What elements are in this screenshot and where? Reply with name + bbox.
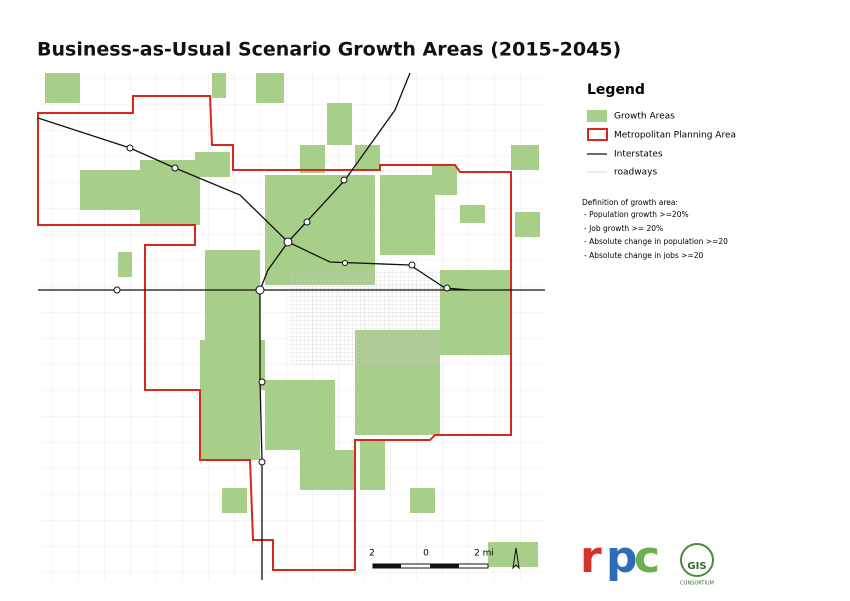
map-shape xyxy=(300,450,355,490)
map-shape xyxy=(395,355,435,435)
scale-bar: 2 0 2 mi xyxy=(369,549,494,569)
map-shape xyxy=(300,145,325,173)
map-shape xyxy=(259,241,289,580)
definition-item: - Job growth >= 20% xyxy=(584,224,663,233)
map-shape xyxy=(340,176,348,184)
north-arrow xyxy=(512,547,520,570)
definition-heading: Definition of growth area: xyxy=(582,198,678,207)
logo-letter: c xyxy=(634,532,660,583)
map-shape xyxy=(443,284,451,292)
definition-item: - Population growth >=20% xyxy=(584,210,689,219)
map-shape xyxy=(258,378,266,386)
map-shape xyxy=(408,261,416,269)
map-shape xyxy=(265,175,375,285)
map-shape xyxy=(373,564,401,568)
map-shape xyxy=(171,164,179,172)
map-shape xyxy=(256,73,284,103)
gis-logo-text: GIS xyxy=(687,561,706,572)
legend-swatch xyxy=(587,110,607,122)
scale-label: 2 xyxy=(369,549,375,559)
map-shape xyxy=(258,458,266,466)
legend: Legend Growth Areas Metropolitan Plannin… xyxy=(582,82,736,260)
scale-label: 2 mi xyxy=(474,549,494,559)
map-shape xyxy=(195,152,230,177)
logo-letter: p xyxy=(606,532,638,583)
map-shape xyxy=(265,380,335,450)
logos: r p c GIS CONSORTIUM xyxy=(580,532,714,587)
map-shape xyxy=(212,73,226,98)
map-shape xyxy=(205,250,260,340)
legend-title: Legend xyxy=(587,82,645,98)
map-shape xyxy=(303,218,311,226)
map-shape xyxy=(45,73,80,103)
map-shape xyxy=(283,237,293,247)
map-shape xyxy=(255,285,265,295)
legend-label: roadways xyxy=(614,168,657,178)
definition-item: - Absolute change in jobs >=20 xyxy=(584,251,704,260)
map-shape xyxy=(80,170,140,210)
map-shape xyxy=(200,340,265,390)
map-shape xyxy=(222,488,247,513)
gis-logo-ring xyxy=(680,543,714,577)
map-shape xyxy=(342,260,348,266)
urban-area xyxy=(290,270,440,365)
map-shape xyxy=(140,160,200,225)
map-shape xyxy=(200,390,260,460)
map-shape xyxy=(460,205,485,223)
planning-area-boundary xyxy=(37,95,512,571)
interchanges xyxy=(113,144,451,466)
legend-label: Interstates xyxy=(614,150,663,160)
map-shape xyxy=(126,144,134,152)
map-shape xyxy=(327,103,352,145)
map-shape xyxy=(440,270,510,355)
definition-item: - Absolute change in population >=20 xyxy=(584,237,728,246)
map-shape xyxy=(118,252,132,277)
map-title: Business-as-Usual Scenario Growth Areas … xyxy=(37,39,621,61)
map-shape xyxy=(113,286,121,294)
map-shape xyxy=(360,440,385,490)
map-shape xyxy=(287,72,411,243)
growth-areas xyxy=(45,73,540,567)
logo-letter: r xyxy=(580,532,602,583)
legend-swatch xyxy=(587,128,608,141)
map-shape xyxy=(511,145,539,170)
map-shape xyxy=(488,542,538,567)
scale-label: 0 xyxy=(423,549,429,559)
map-shape xyxy=(430,564,459,568)
legend-label: Growth Areas xyxy=(614,112,675,122)
map-shape xyxy=(410,488,435,513)
map-shape xyxy=(432,165,457,195)
legend-label: Metropolitan Planning Area xyxy=(614,131,736,141)
gis-logo-subtext: CONSORTIUM xyxy=(680,581,714,587)
map-shape xyxy=(515,212,540,237)
map: 2 0 2 mi xyxy=(37,72,545,580)
map-shape xyxy=(380,175,435,255)
